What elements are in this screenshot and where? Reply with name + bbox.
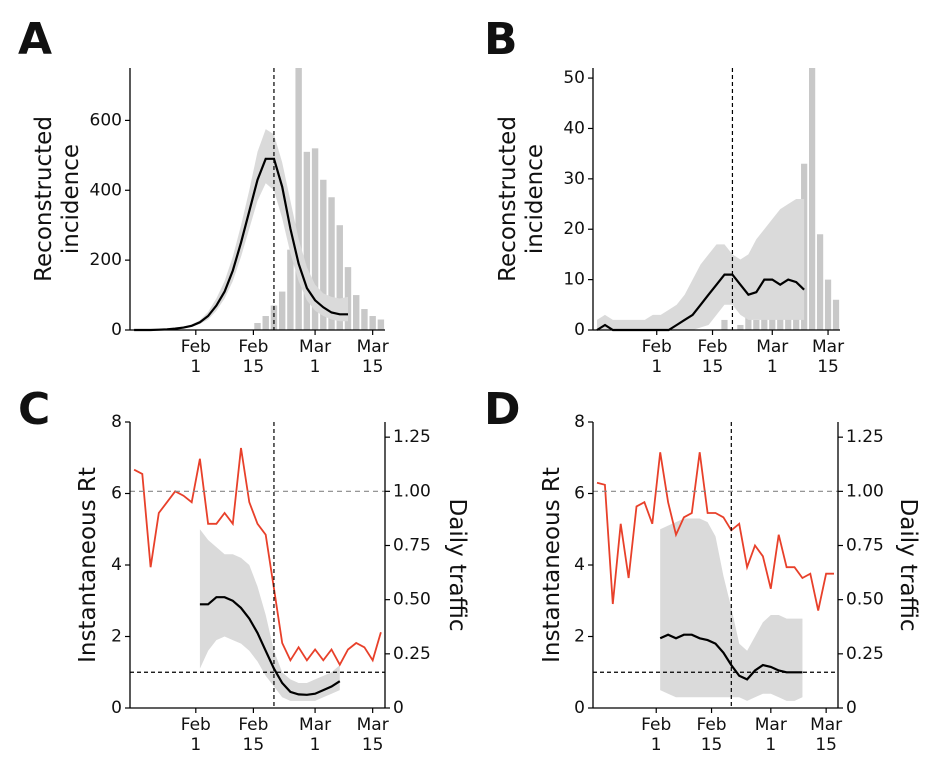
x-tick-label: Feb 15 — [238, 715, 269, 755]
x-tick-label: Feb 15 — [697, 337, 728, 377]
y-tick-label: 6 — [111, 484, 122, 504]
y2-tick-label: 0.25 — [393, 644, 431, 664]
y-axis-label: Instantaneous Rt — [74, 467, 101, 663]
y-axis-label: Instantaneous Rt — [538, 467, 565, 663]
confidence-band — [596, 199, 805, 330]
panel-label: C — [18, 384, 50, 435]
y-tick-label: 2 — [111, 627, 122, 647]
x-tick-label: Mar 1 — [299, 715, 332, 755]
bar — [832, 299, 840, 330]
panel-label: D — [484, 384, 521, 435]
bar — [737, 324, 744, 330]
bar — [369, 316, 376, 330]
bar — [303, 151, 311, 330]
bar — [295, 68, 302, 330]
x-tick-label: Mar 15 — [810, 715, 843, 755]
y-tick-label: 2 — [574, 627, 585, 647]
x-tick-label: Feb 1 — [641, 337, 672, 377]
x-tick-label: Mar 1 — [299, 337, 332, 377]
y-tick-label: 200 — [90, 250, 122, 270]
x-tick-label: Mar 15 — [356, 715, 389, 755]
x-tick-label: Feb 1 — [180, 715, 211, 755]
bar — [377, 319, 385, 330]
y-tick-label: 6 — [574, 484, 585, 504]
bar — [344, 267, 352, 330]
bar — [753, 319, 760, 330]
y2-axis-label: Daily traffic — [444, 498, 471, 632]
bar — [816, 234, 824, 330]
bar — [721, 319, 728, 330]
bar — [311, 148, 319, 330]
y-axis-label: Reconstructed incidence — [495, 116, 548, 282]
y2-tick-label: 0 — [846, 698, 857, 718]
bar — [328, 197, 335, 330]
y2-tick-label: 1.25 — [393, 427, 431, 447]
bar — [824, 279, 832, 330]
line — [659, 633, 803, 681]
y-tick-label: 30 — [563, 169, 585, 189]
y-tick-label: 0 — [111, 698, 122, 718]
bar — [361, 309, 368, 330]
y-tick-label: 4 — [574, 555, 585, 575]
bar — [287, 249, 294, 330]
y-tick-label: 0 — [111, 320, 122, 340]
y-tick-label: 40 — [563, 118, 585, 138]
y-axis-label: Reconstructed incidence — [31, 116, 84, 282]
x-tick-label: Feb 1 — [180, 337, 211, 377]
confidence-band — [134, 129, 348, 330]
x-tick-label: Feb 15 — [238, 337, 269, 377]
y-tick-label: 0 — [574, 320, 585, 340]
y-tick-label: 8 — [111, 412, 122, 432]
x-tick-label: Feb 1 — [641, 715, 672, 755]
y2-tick-label: 1.25 — [846, 427, 884, 447]
y-tick-label: 4 — [111, 555, 122, 575]
bar — [278, 291, 286, 330]
bar — [761, 309, 768, 330]
y-tick-label: 20 — [563, 219, 585, 239]
y2-tick-label: 0.75 — [846, 536, 884, 556]
y2-tick-label: 0.50 — [393, 590, 431, 610]
y-tick-label: 600 — [90, 110, 122, 130]
panel-label: A — [18, 14, 52, 65]
panel-label: B — [484, 14, 518, 65]
line — [596, 452, 834, 611]
bar — [745, 314, 752, 330]
y2-tick-label: 1.00 — [846, 481, 884, 501]
confidence-band — [660, 518, 803, 701]
y2-tick-label: 0.25 — [846, 644, 884, 664]
y2-tick-label: 1.00 — [393, 481, 431, 501]
bar — [262, 316, 269, 330]
bar — [270, 305, 278, 330]
bar — [320, 179, 327, 330]
y-tick-label: 10 — [563, 270, 585, 290]
x-tick-label: Feb 15 — [696, 715, 727, 755]
bar — [353, 295, 360, 330]
y-tick-label: 0 — [574, 698, 585, 718]
y2-axis-label: Daily traffic — [895, 498, 922, 632]
line — [199, 596, 341, 696]
x-tick-label: Mar 1 — [756, 337, 789, 377]
x-tick-label: Mar 15 — [812, 337, 845, 377]
bar — [809, 68, 816, 330]
y-tick-label: 400 — [90, 180, 122, 200]
y2-tick-label: 0 — [393, 698, 404, 718]
y2-tick-label: 0.50 — [846, 590, 884, 610]
y-tick-label: 8 — [574, 412, 585, 432]
x-tick-label: Mar 1 — [754, 715, 787, 755]
line — [134, 157, 348, 332]
y-tick-label: 50 — [563, 68, 585, 88]
confidence-band — [199, 529, 340, 701]
y2-tick-label: 0.75 — [393, 536, 431, 556]
x-tick-label: Mar 15 — [356, 337, 389, 377]
bar — [254, 323, 261, 330]
bar — [336, 225, 343, 330]
